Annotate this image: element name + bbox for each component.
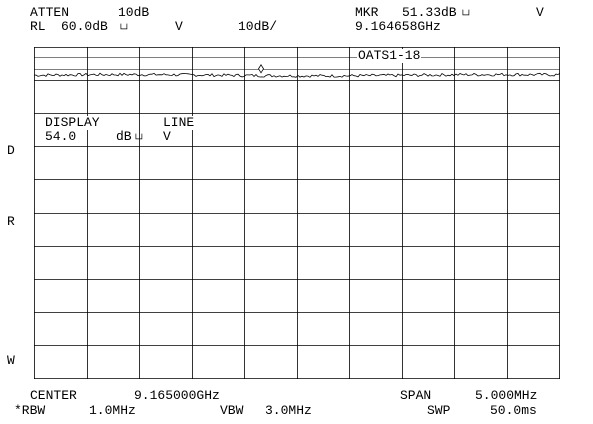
rl-unit: V <box>175 19 183 34</box>
rl-unit-glyph: └┘ <box>118 25 131 36</box>
rl-label: RL <box>30 19 46 34</box>
span-label: SPAN <box>400 388 432 403</box>
rbw-label: *RBW <box>14 403 46 418</box>
display-line-unit-glyph: └┘ <box>133 135 146 146</box>
graticule <box>34 47 560 379</box>
display-line-unit-suffix: V <box>163 129 171 144</box>
display-line-label: DISPLAY <box>45 115 100 130</box>
display-line-value: 54.0 <box>45 129 77 144</box>
span-value: 5.000MHz <box>475 388 538 403</box>
side-label-w: W <box>7 353 15 368</box>
marker-label: MKR <box>355 5 379 20</box>
marker-frequency: 9.164658GHz <box>355 19 441 34</box>
marker-diamond <box>258 64 264 74</box>
display-line-label-2: LINE <box>163 115 195 130</box>
side-label-d: D <box>7 143 15 158</box>
display-line-unit: dB <box>116 129 132 144</box>
atten-value: 10dB <box>118 5 150 20</box>
spectrum-plot <box>34 47 560 379</box>
marker-amplitude: 51.33dB <box>402 5 457 20</box>
atten-label: ATTEN <box>30 5 70 20</box>
center-value: 9.165000GHz <box>134 388 220 403</box>
trace-title: OATS1-18 <box>357 48 422 63</box>
marker-symbol <box>258 64 264 74</box>
sweep-label: SWP <box>427 403 451 418</box>
scale-per-div: 10dB/ <box>238 19 278 34</box>
center-label: CENTER <box>30 388 77 403</box>
side-label-r: R <box>7 214 15 229</box>
marker-unit-glyph: └┘ <box>460 11 473 22</box>
sweep-value: 50.0ms <box>490 403 537 418</box>
rl-value: 60.0dB <box>61 19 108 34</box>
vbw-label: VBW <box>220 403 244 418</box>
spectrum-trace <box>34 72 560 78</box>
rbw-value: 1.0MHz <box>89 403 136 418</box>
grid-lines <box>34 47 560 379</box>
marker-unit: V <box>536 5 544 20</box>
vbw-value: 3.0MHz <box>265 403 312 418</box>
